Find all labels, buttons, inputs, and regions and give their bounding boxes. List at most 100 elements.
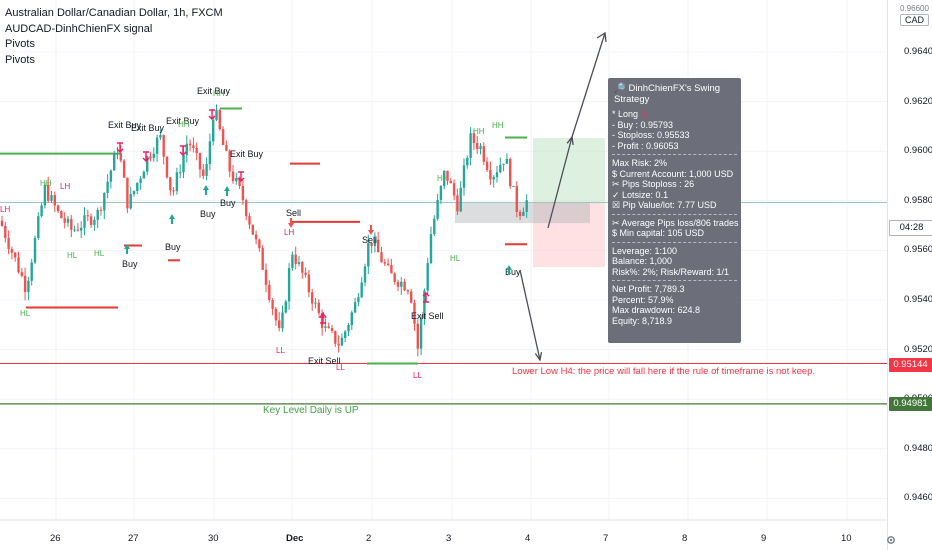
candle-body [14,252,17,258]
indicator-signal-label[interactable]: AUDCAD-DinhChienFX signal [5,22,153,35]
candle-body [419,318,423,349]
settings-gear-icon[interactable] [885,533,897,545]
candle-body [264,269,268,285]
indicator-pivots-label[interactable]: Pivots [5,38,35,50]
candle-body [311,292,314,304]
candle-body [429,234,433,264]
current-account-line: $ Current Account: 1,000 USD [612,168,734,179]
candle-body [337,343,340,346]
candle-body [274,308,278,321]
candle-body [192,145,195,148]
indicator-pivots-label-2[interactable]: Pivots [5,53,35,66]
current-time-tag: 04:28 [889,220,932,236]
lh-pivot-label: LH [0,205,10,214]
candle-body [208,141,212,165]
candle-body [446,170,449,181]
sell-signal-label: Sell [286,208,301,218]
candle-body [304,272,307,275]
candle-body [89,216,93,225]
risk-reward-line: Risk%: 2%; Risk/Reward: 1/1 [612,266,730,277]
candle-body [330,328,334,331]
candle-body [139,178,142,183]
candle-body [116,153,119,155]
buy-signal-label: Buy [220,198,236,208]
ll-pivot-label: LL [413,371,422,380]
candle-body [23,275,27,292]
equity-line: Equity: 8,718.9 [612,315,673,326]
candle-body [254,234,258,240]
axis-top-value: 0.96600 [900,4,929,13]
candle-body [426,263,429,291]
candle-body [103,192,106,211]
strategy-position-section: * Long ⚠ - Buy : 0.95793 - Stoploss: 0.9… [612,109,737,151]
exit-signal-label: Exit Buy [108,120,142,130]
level-red-tag: 0.95144 [889,358,932,372]
strategy-account-section: Leverage: 1:100 Balance: 1,000 Risk%: 2%… [612,241,737,278]
price-axis[interactable] [887,0,932,550]
exit-buy-marker-icon [208,109,216,120]
ll-pivot-label: LL [276,346,285,355]
candle-body [126,177,129,209]
candle-body [231,171,235,182]
projection-up-arrow [547,136,573,229]
candle-body [320,312,324,328]
candle-body [37,216,40,239]
candle-body [172,190,175,192]
key-level-annotation: Key Level Daily is UP [263,405,359,416]
hh-pivot-label: HH [178,120,190,129]
candle-body [396,281,400,287]
candle-body [515,186,518,213]
candle-body [340,337,344,346]
candle-body [505,159,509,164]
candle-body [96,209,99,220]
candle-body [20,272,23,276]
strategy-info-box: 🔎 DinhChienFX's Swing Strategy * Long ⚠ … [608,78,756,343]
symbol-title[interactable]: Australian Dollar/Canadian Dollar, 1h, F… [5,7,223,19]
candle-body [132,190,136,195]
candle-body [284,301,287,313]
candle-body [53,195,56,206]
hh-pivot-label: HH [40,179,52,188]
candle-body [235,177,238,182]
candle-body [251,224,254,235]
candle-body [492,177,495,180]
candle-body [47,184,50,201]
time-tick-label: 10 [841,533,852,544]
candle-body [195,147,198,154]
candle-body [502,163,505,165]
currency-label[interactable]: 0.96600 CAD [900,4,929,26]
candle-body [261,248,264,270]
stoploss-line: - Stoploss: 0.95533 [612,130,690,140]
projection-up-arrow-head-2 [596,31,607,43]
buy-signal-label: Buy [200,209,216,219]
exit-buy-marker-icon [237,171,245,182]
candle-body [377,239,380,253]
candle-body [182,154,185,173]
candle-body [66,218,70,223]
net-profit-line: Net Profit: 7,789.3 [612,284,685,294]
candle-body [459,187,462,212]
candle-body [314,302,317,304]
candle-body [334,330,337,344]
candle-body [499,164,502,173]
candle-body [390,264,393,274]
candle-body [327,326,330,329]
candle-body [476,142,479,150]
candle-body [518,212,522,216]
candle-body [205,164,208,176]
chart-legend: Australian Dollar/Canadian Dollar, 1h, F… [5,6,223,68]
time-tick-label: 9 [761,533,767,544]
candle-body [169,177,172,191]
candle-body [367,243,370,267]
candle-body [188,143,192,146]
time-tick-label: Dec [286,533,304,544]
time-tick-label: 2 [366,533,372,544]
candle-body [324,326,327,328]
candle-body [525,200,528,212]
candle-body [17,257,20,273]
hh-pivot-label: HH [213,89,225,98]
candle-body [462,165,466,188]
